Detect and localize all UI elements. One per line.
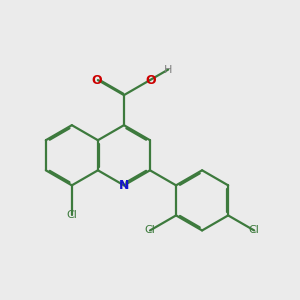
Text: Cl: Cl xyxy=(66,210,77,220)
Text: Cl: Cl xyxy=(145,226,155,236)
Text: O: O xyxy=(91,74,102,87)
Text: H: H xyxy=(164,64,172,74)
Text: Cl: Cl xyxy=(249,226,260,236)
Text: N: N xyxy=(119,179,129,192)
Text: O: O xyxy=(145,74,156,87)
